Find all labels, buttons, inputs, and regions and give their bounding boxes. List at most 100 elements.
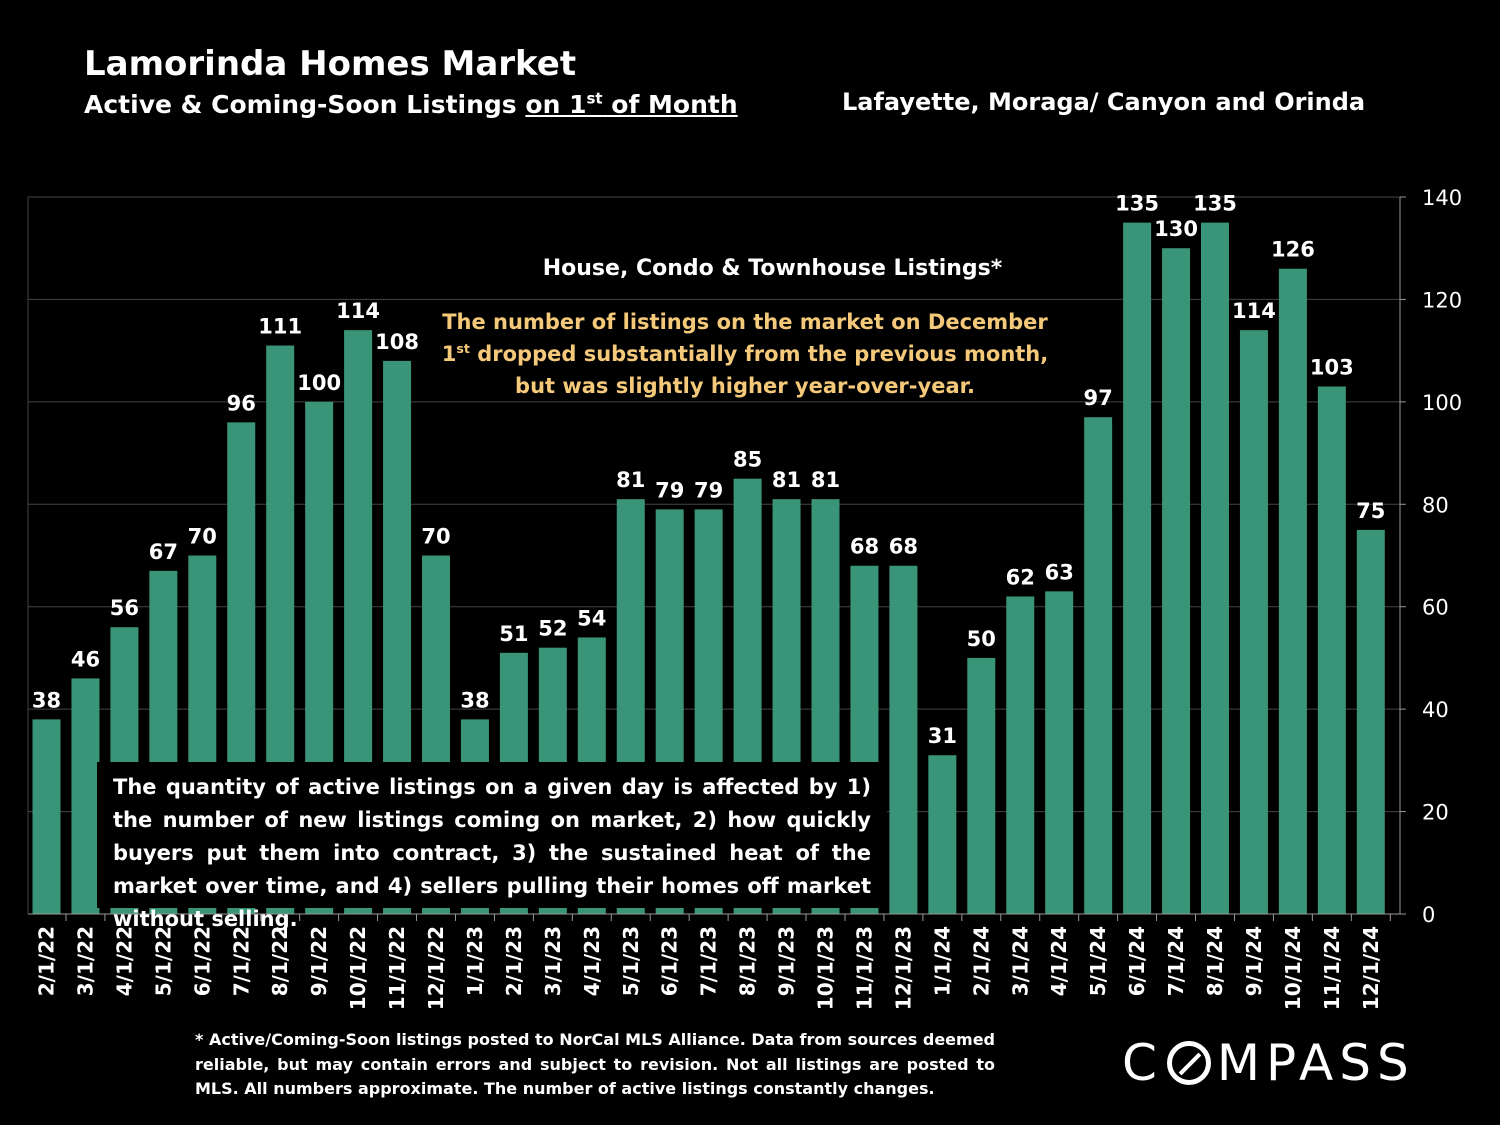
x-tick-label: 2/1/22: [35, 926, 59, 996]
x-tick-label: 12/1/23: [891, 926, 915, 1010]
data-label: 114: [1232, 299, 1276, 323]
x-tick-label: 5/1/24: [1086, 926, 1110, 996]
bar: [1278, 268, 1307, 914]
data-label: 70: [188, 525, 217, 549]
bar: [889, 565, 918, 914]
x-tick-label: 1/1/24: [930, 926, 954, 996]
y-tick-label: 60: [1422, 596, 1449, 620]
data-label: 81: [811, 468, 840, 492]
data-label: 79: [694, 478, 723, 502]
annotation-line-1: The number of listings on the market on …: [442, 310, 1048, 334]
x-tick-label: 10/1/22: [346, 926, 370, 1010]
x-tick-label: 5/1/23: [619, 926, 643, 996]
y-axis: 0 20 40 60 80 100 120 140: [1399, 186, 1462, 927]
series-label: House, Condo & Townhouse Listings*: [542, 256, 1003, 281]
data-label: 103: [1310, 355, 1354, 379]
x-tick-label: 8/1/23: [736, 926, 760, 996]
data-label: 52: [538, 617, 567, 641]
data-label: 114: [336, 299, 380, 323]
data-label: 111: [258, 315, 302, 339]
x-tick-label: 3/1/24: [1008, 926, 1032, 996]
data-label: 81: [772, 468, 801, 492]
annotation-line-2-pre: 1: [441, 342, 457, 366]
x-tick-label: 12/1/24: [1359, 926, 1383, 1010]
x-tick-label: 1/1/23: [463, 926, 487, 996]
x-tick-label: 9/1/22: [307, 926, 331, 996]
x-tick-label: 4/1/24: [1047, 926, 1071, 996]
bar: [32, 719, 61, 914]
x-tick-label: 4/1/22: [112, 926, 136, 996]
data-label: 63: [1045, 560, 1074, 584]
data-label: 31: [928, 724, 957, 748]
data-label: 38: [32, 688, 61, 712]
x-tick-label: 9/1/24: [1242, 926, 1266, 996]
data-label: 81: [616, 468, 645, 492]
data-label: 54: [577, 606, 606, 630]
data-label: 56: [110, 596, 139, 620]
data-label: 50: [967, 627, 996, 651]
x-tick-label: 10/1/23: [814, 926, 838, 1010]
y-tick-label: 40: [1422, 698, 1449, 722]
data-label: 75: [1356, 499, 1385, 523]
data-label: 135: [1193, 192, 1237, 216]
data-label: 135: [1115, 192, 1159, 216]
bar: [71, 678, 100, 914]
data-label: 96: [227, 391, 256, 415]
x-tick-label: 2/1/24: [969, 926, 993, 996]
x-tick-label: 12/1/22: [424, 926, 448, 1010]
data-label: 79: [655, 478, 684, 502]
x-tick-label: 6/1/22: [190, 926, 214, 996]
data-label: 130: [1154, 217, 1198, 241]
annotation-line-2-sup: st: [456, 341, 470, 356]
logo-text-pre: C: [1122, 1034, 1163, 1092]
data-label: 85: [733, 448, 762, 472]
data-label: 62: [1006, 565, 1035, 589]
subtitle-prefix: Active & Coming-Soon Listings: [84, 90, 526, 119]
y-tick-label: 140: [1422, 186, 1462, 210]
x-tick-label: 7/1/24: [1164, 926, 1188, 996]
x-tick-label: 10/1/24: [1281, 926, 1305, 1010]
x-tick-label: 8/1/22: [268, 926, 292, 996]
chart-title: Lamorinda Homes Market: [84, 44, 577, 84]
x-tick-label: 7/1/23: [697, 926, 721, 996]
annotation-line-2-post: dropped substantially from the previous …: [469, 342, 1049, 366]
annotation-line-3: but was slightly higher year-over-year.: [515, 374, 975, 398]
data-label: 46: [71, 647, 100, 671]
x-tick-label: 7/1/22: [229, 926, 253, 996]
x-tick-label: 6/1/23: [658, 926, 682, 996]
y-tick-label: 0: [1422, 903, 1435, 927]
x-tick-label: 5/1/22: [151, 926, 175, 996]
subtitle-underlined: on 1st of Month: [525, 90, 737, 119]
data-label: 67: [149, 540, 178, 564]
bar: [967, 657, 996, 914]
bar: [1123, 222, 1152, 914]
annotation-text: The number of listings on the market on …: [440, 306, 1050, 402]
x-tick-label: 6/1/24: [1125, 926, 1149, 996]
x-tick-label: 2/1/23: [502, 926, 526, 996]
annotation-line-2: 1st dropped substantially from the previ…: [440, 338, 1050, 370]
y-tick-label: 20: [1422, 801, 1449, 825]
bar: [1084, 417, 1113, 914]
bar: [1201, 222, 1229, 914]
subtitle-underlined-pre: on 1: [525, 90, 587, 119]
x-tick-label: 3/1/23: [541, 926, 565, 996]
bar: [1045, 591, 1074, 914]
x-tick-label: 11/1/24: [1320, 926, 1344, 1010]
y-tick-label: 80: [1422, 493, 1449, 517]
data-labels: 38 46 56 67 70 96 111 100 114 108 70 38 51 52 54 81 79 79…: [32, 192, 1386, 749]
chart-subtitle: Active & Coming-Soon Listings on 1st of …: [84, 90, 738, 119]
x-tick-label: 11/1/22: [385, 926, 409, 1010]
compass-logo: C MPASS: [1122, 1030, 1415, 1096]
subtitle-underlined-post: of Month: [602, 90, 738, 119]
x-tick-label: 3/1/22: [73, 926, 97, 996]
logo-text-post: MPASS: [1216, 1034, 1415, 1092]
x-tick-label: 8/1/24: [1203, 926, 1227, 996]
data-label: 51: [499, 622, 528, 646]
bar: [1356, 529, 1385, 914]
data-label: 68: [889, 535, 918, 559]
data-label: 38: [460, 688, 489, 712]
data-label: 68: [850, 535, 879, 559]
bar: [1239, 330, 1268, 915]
explanation-note: The quantity of active listings on a giv…: [97, 762, 887, 931]
